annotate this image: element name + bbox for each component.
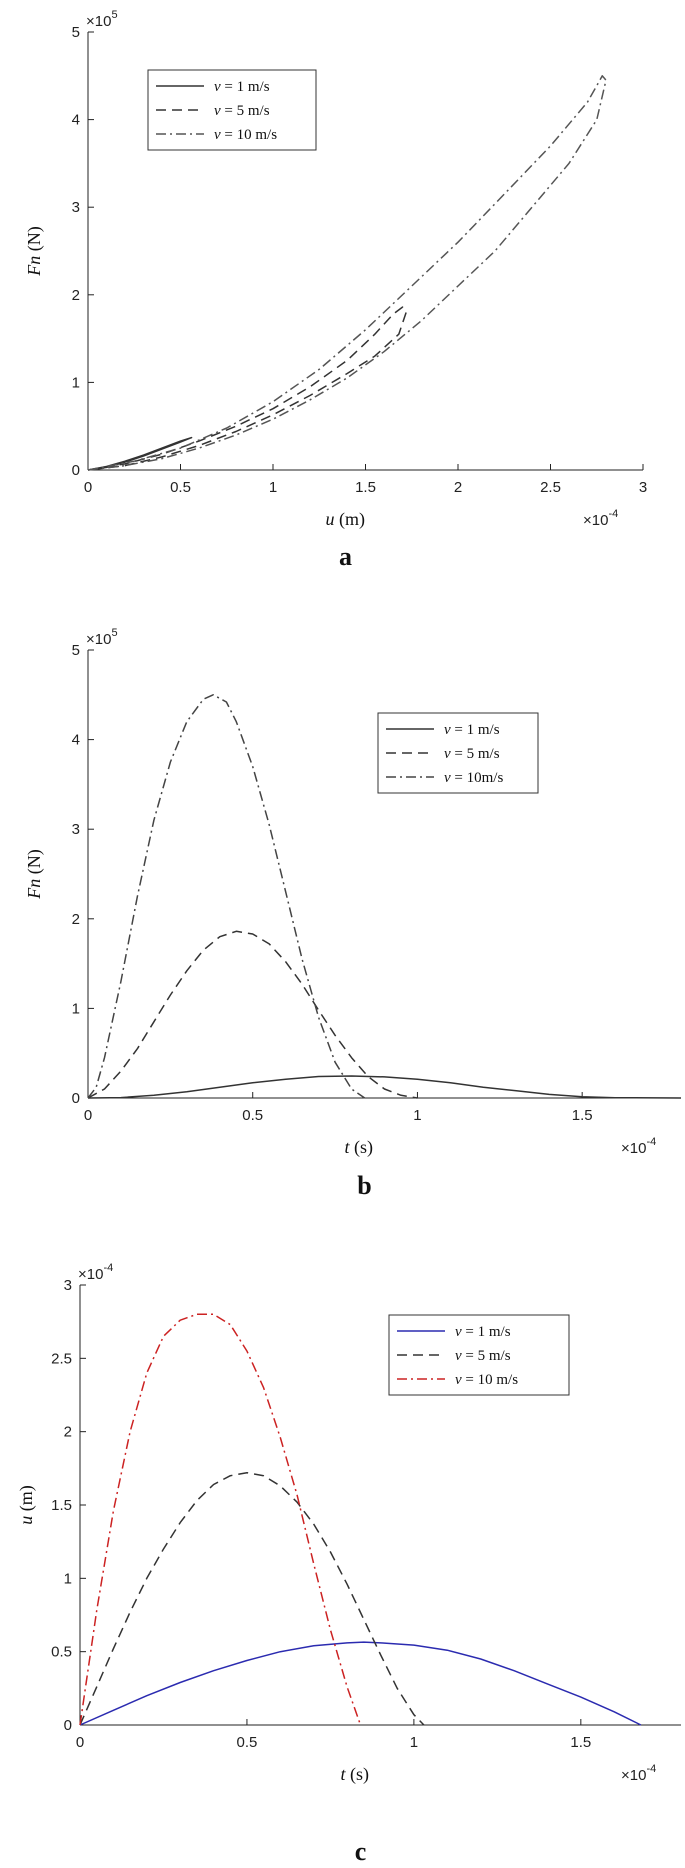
x-tick-label: 0: [84, 479, 92, 496]
x-axis-label: t (s): [341, 1764, 370, 1785]
legend-label-1: v = 1 m/s: [455, 1324, 511, 1340]
x-axis-label: t (s): [345, 1137, 374, 1158]
y-tick-label: 4: [72, 732, 80, 749]
series-line-1: [87, 1075, 682, 1099]
y-tick-label: 2: [72, 287, 80, 304]
y-tick-label: 1: [72, 1000, 80, 1017]
legend-label-2: v = 5 m/s: [444, 746, 500, 762]
legend-label-3: v = 10 m/s: [455, 1372, 518, 1388]
panel-c: 0 0.5 1 1.5 2 2.5 3 0 0.5 1 1.5 ×10-4 ×10-4 t (s) u (m…: [16, 1262, 681, 1866]
y-tick-label: 5: [72, 24, 80, 41]
x-multiplier: ×10-4: [583, 508, 618, 529]
y-axis-label: Fn (N): [24, 849, 45, 900]
y-tick-label: 4: [72, 112, 80, 129]
y-tick-label: 3: [72, 199, 80, 216]
panel-b: 0 1 2 3 4 5 0 0.5 1 1.5 ×105 ×10-4 t (s) Fn (N) v = 1 …: [24, 627, 682, 1200]
y-tick-label: 1.5: [51, 1497, 72, 1514]
panel-a: 0 1 2 3 4 5 0 0.5 1 1.5 2 2.5 3 ×105 ×10-4 u (m) Fn (N) v…: [24, 9, 647, 571]
y-tick-label: 5: [72, 642, 80, 659]
x-multiplier: ×10-4: [621, 1136, 656, 1157]
x-tick-label: 1: [269, 479, 277, 496]
y-tick-label: 3: [72, 821, 80, 838]
y-tick-label: 2.5: [51, 1350, 72, 1367]
legend-label-1: v = 1 m/s: [214, 79, 270, 95]
y-tick-label: 0: [64, 1717, 72, 1734]
x-axis-label: u (m): [326, 509, 366, 530]
series-line-1: [79, 1641, 642, 1726]
x-tick-label: 1.5: [355, 479, 376, 496]
x-tick-label: 0.5: [237, 1734, 258, 1751]
y-tick-label: 3: [64, 1277, 72, 1294]
x-tick-label: 2: [454, 479, 462, 496]
x-multiplier: ×10-4: [621, 1763, 656, 1784]
y-tick-label: 0: [72, 1090, 80, 1107]
x-tick-label: 0: [76, 1734, 84, 1751]
y-tick-label: 2: [72, 911, 80, 928]
y-multiplier: ×10-4: [78, 1262, 113, 1283]
series-line-2: [79, 1471, 425, 1726]
y-axis-label: u (m): [16, 1485, 37, 1525]
series-line-1: [87, 436, 193, 471]
y-axis-label: Fn (N): [24, 226, 45, 277]
legend-label-1: v = 1 m/s: [444, 722, 500, 738]
y-multiplier: ×105: [86, 9, 118, 30]
x-tick-label: 1: [410, 1734, 418, 1751]
series-line-3: [87, 694, 366, 1099]
y-tick-label: 1: [64, 1570, 72, 1587]
y-tick-label: 1: [72, 374, 80, 391]
series-line-3: [79, 1313, 362, 1726]
x-tick-label: 1: [413, 1107, 421, 1124]
legend-label-3: v = 10m/s: [444, 770, 503, 786]
x-tick-label: 1.5: [570, 1734, 591, 1751]
x-tick-label: 0.5: [242, 1107, 263, 1124]
panel-letter: a: [339, 542, 352, 571]
series-line-2: [87, 306, 407, 471]
y-multiplier: ×105: [86, 627, 118, 648]
legend-label-2: v = 5 m/s: [214, 103, 270, 119]
y-tick-label: 0: [72, 462, 80, 479]
y-tick-label: 0.5: [51, 1644, 72, 1661]
x-tick-label: 0: [84, 1107, 92, 1124]
legend-label-2: v = 5 m/s: [455, 1348, 511, 1364]
series-line-2: [87, 930, 418, 1099]
x-tick-label: 0.5: [170, 479, 191, 496]
panel-letter: c: [355, 1837, 367, 1866]
legend-label-3: v = 10 m/s: [214, 127, 277, 143]
x-tick-label: 2.5: [540, 479, 561, 496]
panel-letter: b: [357, 1171, 371, 1200]
x-tick-label: 1.5: [572, 1107, 593, 1124]
y-tick-label: 2: [64, 1424, 72, 1441]
x-tick-label: 3: [639, 479, 647, 496]
